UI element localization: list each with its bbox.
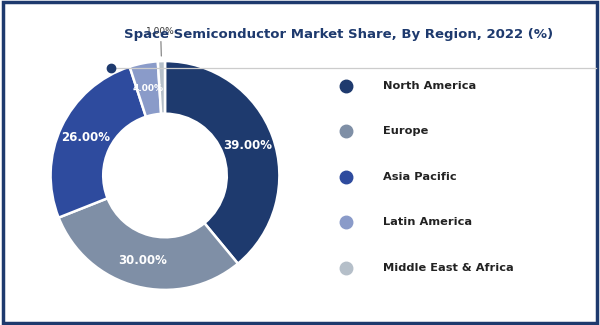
Text: Asia Pacific: Asia Pacific (383, 172, 457, 182)
Text: Space Semiconductor Market Share, By Region, 2022 (%): Space Semiconductor Market Share, By Reg… (124, 28, 554, 41)
Text: 39.00%: 39.00% (223, 139, 272, 152)
Text: 30.00%: 30.00% (119, 254, 167, 267)
Text: 4.00%: 4.00% (133, 84, 164, 94)
Wedge shape (165, 61, 280, 264)
Wedge shape (158, 61, 165, 114)
Text: Latin America: Latin America (383, 217, 472, 227)
Text: 1.00%: 1.00% (146, 27, 175, 56)
Text: North America: North America (383, 81, 476, 91)
Text: 26.00%: 26.00% (61, 132, 110, 145)
Wedge shape (50, 67, 146, 218)
Text: Middle East & Africa: Middle East & Africa (383, 263, 514, 273)
Wedge shape (130, 61, 161, 117)
Wedge shape (59, 198, 238, 290)
Text: PRECEDENCE
RESEARCH: PRECEDENCE RESEARCH (25, 26, 83, 47)
Text: Europe: Europe (383, 126, 428, 136)
